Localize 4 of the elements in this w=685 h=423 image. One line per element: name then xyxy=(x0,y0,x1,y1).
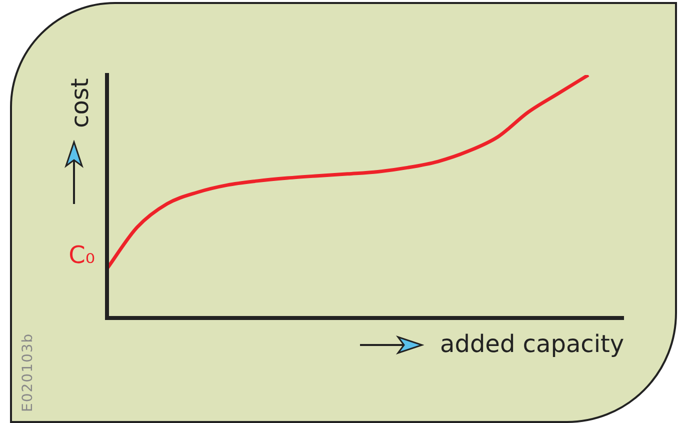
text: C₀ xyxy=(68,240,95,269)
text: E020103b xyxy=(20,332,36,412)
y-axis-title: cost xyxy=(66,78,94,128)
x-axis-title: added capacity xyxy=(440,330,624,358)
